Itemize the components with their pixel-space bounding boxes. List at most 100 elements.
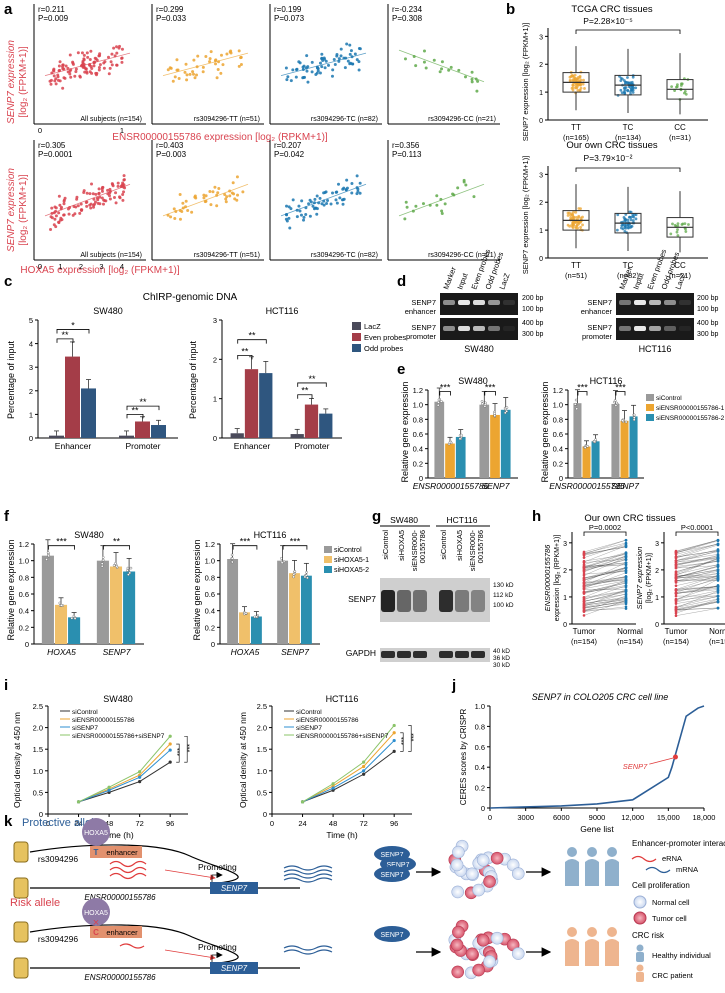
e-sw480-dot (505, 406, 509, 409)
f-hct116-bar (277, 560, 289, 644)
a-scatter-point (357, 68, 361, 72)
h-right-pair-line (675, 560, 719, 569)
k-senp7-protein-label: SENP7 (381, 872, 404, 879)
e-hct116-sig-label: *** (615, 382, 626, 392)
a-scatter-point (209, 50, 213, 54)
i-sw480-series-point (168, 748, 172, 752)
d-row-label: enhancer (405, 307, 437, 316)
c-sw480-ytick-label: 2 (29, 387, 33, 396)
k-normal-cell (483, 955, 496, 968)
b-ytick-label: 3 (539, 34, 543, 41)
a-scatter-point (404, 200, 408, 204)
g-lane-label: siENSR000- (468, 529, 477, 571)
d-size-label: 300 bp (522, 331, 544, 338)
a-trend-line (280, 52, 367, 76)
b-point (680, 82, 683, 86)
g-band-senp7 (471, 590, 485, 612)
h-left-normal-point (624, 571, 628, 575)
e-legend-swatch (646, 394, 654, 401)
b-point (571, 226, 575, 230)
b-group-name: TC (623, 261, 634, 270)
b-group-name: CC (674, 261, 686, 270)
h-left-normal-point (624, 568, 628, 572)
k-snp-label: rs3094296 (38, 854, 78, 864)
f-hct116-dot (230, 553, 234, 557)
b-group-n: (n=165) (563, 133, 590, 142)
h-left-n-label: (n=154) (571, 637, 598, 646)
g-band-gapdh (413, 651, 427, 658)
d-band (488, 326, 500, 331)
f-legend-swatch (324, 546, 332, 553)
a-r-value: r=0.356 (392, 141, 420, 150)
a-scatter-point (175, 68, 179, 72)
h-right-tumor-point (674, 555, 678, 559)
b-ytick-label: 2 (539, 200, 543, 207)
d-band (503, 300, 515, 305)
a-scatter-point (312, 207, 316, 211)
k-normal-cell (490, 931, 504, 945)
a-scatter-point (241, 190, 245, 194)
b-point (578, 83, 582, 87)
h-left-group-label: Tumor (573, 627, 596, 636)
k-mrna-wave (283, 949, 333, 955)
b-point (568, 211, 571, 215)
e-hct116-ytick-label: 1.2 (553, 386, 563, 395)
h-left-pair-line (583, 582, 627, 593)
j-ylabel: CERES scores by CRISPR (459, 709, 468, 806)
h-left-pair-line (583, 545, 627, 563)
a-scatter-point (298, 209, 302, 213)
h-left-tumor-point (582, 563, 586, 566)
f-sw480-dot (112, 564, 116, 567)
k-block-mark: × (93, 917, 99, 929)
k-healthy-head (607, 847, 617, 857)
f-hct116-bar (239, 612, 250, 644)
panel-label-a: a (4, 1, 13, 18)
b-ytick-label: 0 (539, 118, 543, 125)
a-scatter-point (106, 188, 110, 192)
h-left-pair-line (583, 593, 627, 605)
h-left-normal-point (624, 563, 628, 567)
e-hct116-sig-label: *** (577, 382, 588, 392)
f-sw480-title: SW480 (74, 530, 104, 540)
h-left-ytick-label: 2 (563, 568, 567, 575)
a-group-label: rs3094296-TC (n=82) (311, 116, 378, 123)
f-hct116-dot (304, 574, 308, 577)
f-hct116-sig-label: *** (290, 537, 301, 547)
i-sw480-series-point (168, 734, 172, 738)
k-senp7-protein (374, 926, 410, 942)
g-lane-label: 00155786 (418, 530, 427, 563)
i-hct116-series-line (302, 732, 395, 803)
i-sw480-sig-label: *** (177, 748, 184, 756)
a-scatter-point (302, 215, 306, 219)
k-hoxa5-tf (82, 818, 110, 846)
k-legend-healthy-icon (636, 944, 644, 952)
a-scatter-point (98, 195, 102, 199)
e-hct116-bar (573, 403, 582, 478)
f-hct116-dot (306, 576, 309, 580)
g-band-gapdh (439, 651, 453, 658)
a-scatter-point (318, 196, 322, 200)
b-point (683, 89, 687, 93)
a-group-label: All subjects (n=154) (80, 252, 142, 259)
c-sw480-bar (151, 425, 166, 438)
a-scatter-point (208, 57, 212, 61)
a-scatter-point (107, 55, 111, 59)
h-left-tumor-point (582, 552, 586, 556)
b-point (579, 225, 583, 229)
d-size-label: 300 bp (697, 331, 719, 338)
f-hct116-title: HCT116 (254, 530, 287, 540)
h-left-pair-line (583, 598, 627, 606)
f-hct116-dot (292, 573, 296, 576)
k-tumor-cell (490, 851, 504, 865)
b-group-n: (n=134) (615, 133, 642, 142)
a-scatter-point (121, 193, 125, 197)
g-cell-label: HCT116 (446, 515, 477, 525)
c-sw480-cat-label: Enhancer (55, 441, 92, 451)
a-scatter-point (58, 60, 62, 64)
i-hct116-series-point (331, 786, 335, 790)
k-normal-cell (450, 858, 464, 872)
h-right-pair-line (675, 549, 719, 561)
a-scatter-point (62, 202, 66, 206)
